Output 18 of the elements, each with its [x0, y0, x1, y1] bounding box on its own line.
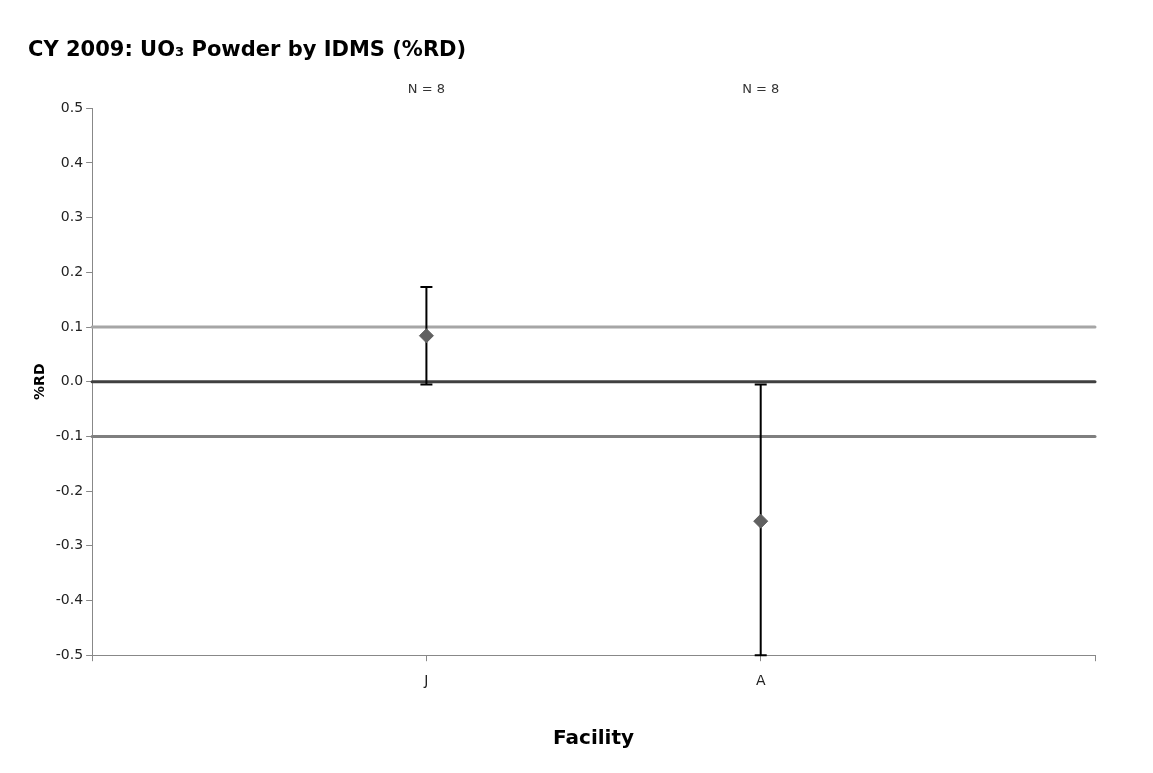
y-tick-label: 0.3: [60, 208, 84, 225]
y-tick-label: 0.4: [60, 153, 84, 170]
y-tick-label: -0.1: [55, 427, 84, 444]
x-tick-label: J: [423, 672, 429, 689]
y-tick-label: -0.5: [55, 645, 84, 662]
y-tick-label: 0.0: [60, 372, 84, 389]
chart-title: CY 2009: UO₃ Powder by IDMS (%RD): [28, 37, 467, 62]
x-tick-label: A: [755, 672, 766, 689]
text: N = 8: [742, 81, 780, 97]
y-axis-title: %RD: [31, 363, 48, 400]
y-tick-label: -0.2: [55, 481, 84, 498]
y-tick-label: 0.1: [60, 317, 84, 334]
y-tick-label: 0.5: [60, 98, 84, 115]
y-tick-label: -0.4: [55, 591, 84, 608]
y-tick-label: -0.3: [55, 536, 84, 553]
text: N = 8: [407, 81, 445, 97]
x-axis-title: Facility: [553, 725, 635, 750]
y-tick-label: 0.2: [60, 262, 84, 279]
